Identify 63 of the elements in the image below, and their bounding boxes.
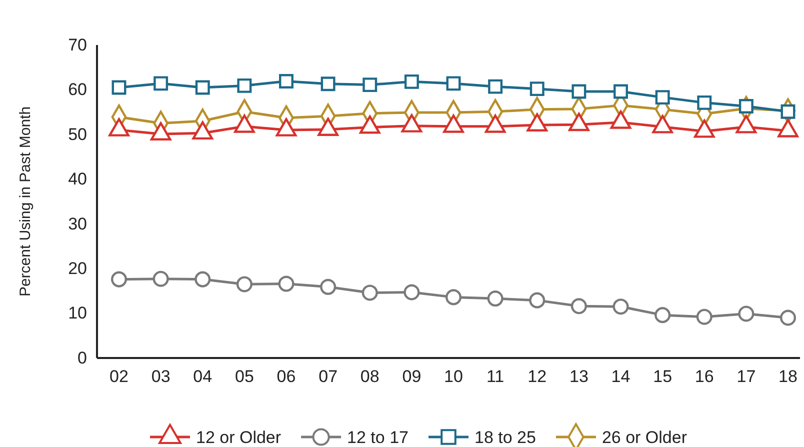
point [195, 80, 210, 95]
y-tick-label: 60 [68, 80, 87, 100]
x-tick-label: 18 [778, 367, 798, 386]
point [614, 84, 628, 99]
point [362, 284, 378, 301]
point [154, 76, 168, 91]
point [236, 276, 252, 292]
point [237, 78, 252, 93]
x-tick-label: 04 [193, 367, 212, 386]
x-tick-label: 16 [694, 367, 714, 386]
point [780, 310, 796, 326]
point [487, 290, 504, 307]
legend-label: 18 to 25 [474, 428, 536, 447]
y-tick-label: 0 [78, 348, 87, 368]
x-tick-label: 07 [318, 367, 338, 386]
x-tick-label: 10 [444, 367, 463, 386]
x-tick-label: 13 [569, 367, 588, 386]
point [194, 271, 211, 288]
x-tick-label: 06 [276, 367, 296, 386]
x-tick-label: 02 [110, 367, 128, 386]
point [738, 306, 754, 322]
legend-label: 26 or Older [602, 428, 688, 447]
point [572, 84, 586, 99]
point [362, 78, 378, 92]
point [112, 80, 126, 95]
x-tick-label: 09 [402, 367, 422, 386]
point [529, 292, 546, 308]
point [152, 270, 169, 287]
point [655, 90, 670, 105]
y-tick-label: 30 [68, 214, 87, 234]
x-tick-label: 08 [360, 367, 380, 386]
point [697, 95, 712, 110]
x-tick-label: 05 [234, 367, 254, 386]
point [530, 82, 544, 96]
x-tick-label: 14 [611, 367, 630, 386]
legend-label: 12 to 17 [347, 428, 408, 447]
point [446, 76, 461, 91]
y-tick-label: 40 [68, 170, 87, 189]
x-tick-label: 12 [528, 367, 547, 386]
x-tick-label: 11 [486, 367, 504, 386]
point [696, 308, 712, 325]
point [445, 289, 462, 306]
y-tick-label: 70 [68, 35, 87, 54]
point [110, 271, 128, 288]
legend-label: 12 or Older [196, 428, 282, 447]
point [320, 76, 336, 92]
point [404, 284, 420, 300]
point [612, 298, 629, 315]
point [488, 79, 503, 94]
x-tick-label: 15 [653, 367, 672, 386]
y-tick-label: 50 [68, 124, 87, 144]
point [320, 278, 336, 295]
point [654, 307, 671, 324]
y-tick-label: 10 [68, 304, 87, 323]
point [570, 298, 587, 314]
point [278, 276, 294, 292]
point [404, 74, 419, 89]
x-tick-label: 17 [736, 367, 756, 386]
point [738, 99, 754, 114]
y-tick-label: 20 [68, 259, 87, 278]
point [279, 74, 294, 88]
y-axis-title: Percent Using in Past Month [17, 106, 34, 297]
x-tick-label: 03 [151, 367, 170, 386]
